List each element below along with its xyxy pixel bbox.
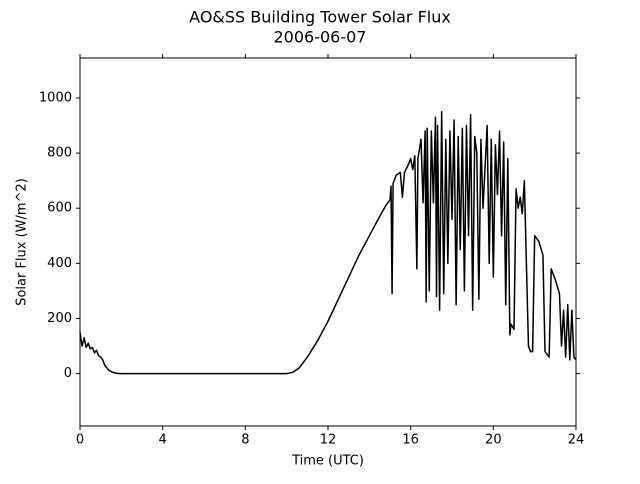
chart-title: AO&SS Building Tower Solar Flux (189, 8, 451, 27)
x-tick-label: 0 (76, 433, 84, 448)
x-tick-label: 16 (402, 433, 419, 448)
y-tick-label: 800 (47, 146, 72, 161)
y-tick-label: 600 (47, 201, 72, 216)
y-axis-label: Solar Flux (W/m^2) (15, 178, 30, 306)
x-tick-label: 24 (568, 433, 585, 448)
x-tick-label: 8 (241, 433, 249, 448)
y-tick-label: 200 (47, 311, 72, 326)
y-tick-label: 0 (64, 366, 72, 381)
data-line (79, 111, 577, 375)
y-tick-label: 400 (47, 256, 72, 271)
y-tick-label: 1000 (39, 90, 72, 105)
x-tick-label: 12 (320, 433, 337, 448)
x-axis-label: Time (UTC) (291, 454, 364, 469)
chart-subtitle: 2006-06-07 (274, 28, 367, 47)
x-tick-label: 4 (159, 433, 167, 448)
x-tick-label: 20 (485, 433, 502, 448)
